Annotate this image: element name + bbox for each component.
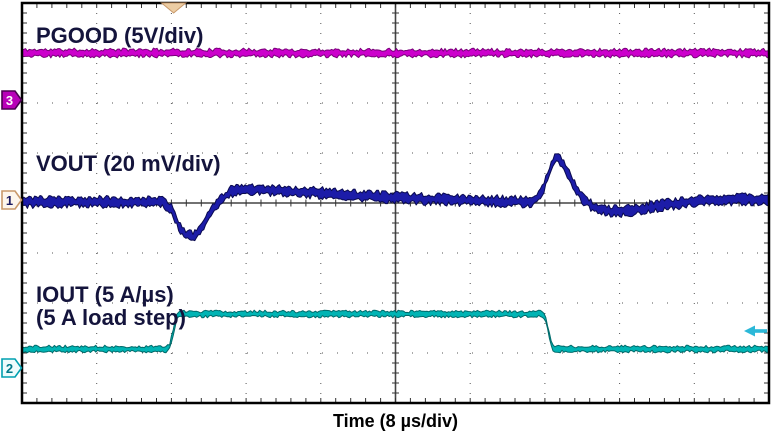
plot-border (20, 1, 771, 405)
trigger-level-arrow-icon (744, 325, 755, 337)
iout-trace-label-line2: (5 A load step) (36, 305, 186, 330)
channel-2-marker-icon (1, 358, 23, 378)
pgood-trace-label: PGOOD (5V/div) (36, 23, 204, 48)
channel-2-marker-digit: 2 (6, 361, 13, 376)
vout-trace-label: VOUT (20 mV/div) (36, 151, 221, 176)
trigger-position-icon (160, 2, 188, 14)
iout-trace-label-line1: IOUT (5 A/µs) (36, 282, 174, 307)
channel-1-marker-digit: 1 (6, 193, 13, 208)
pgood-trace (21, 47, 770, 59)
channel-1-marker-icon (1, 190, 23, 210)
channel-3-marker-icon (1, 90, 23, 110)
channel-3-marker-digit: 3 (6, 93, 13, 108)
trigger-level-arrow-shaft (753, 329, 767, 333)
time-axis-label: Time (8 µs/div) (332, 411, 459, 431)
